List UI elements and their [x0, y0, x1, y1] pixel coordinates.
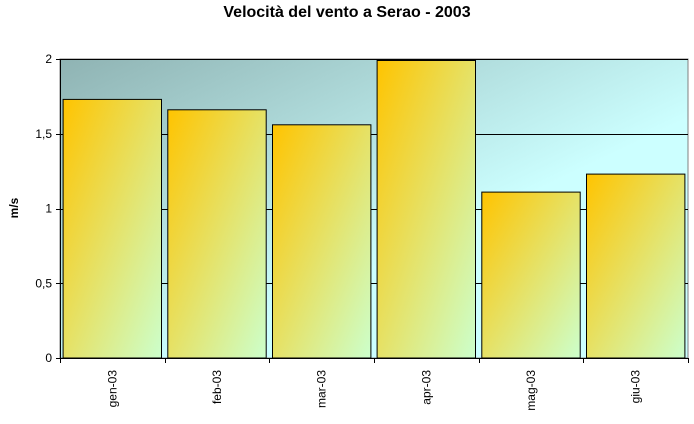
x-tick-label: apr-03: [419, 370, 433, 405]
y-tick-label: 0: [45, 351, 52, 365]
x-tick-label: mag-03: [524, 370, 538, 411]
bar: [62, 98, 162, 359]
bar: [272, 124, 372, 359]
y-tick-label: 1: [45, 202, 52, 216]
chart-title: Velocità del vento a Serao - 2003: [223, 4, 471, 21]
plot-area: [59, 58, 689, 359]
grid-lines: [60, 59, 688, 284]
bar: [167, 109, 267, 359]
x-tick-label: mar-03: [315, 370, 329, 408]
y-tick-label: 1,5: [35, 127, 52, 141]
bar: [586, 173, 686, 359]
bar: [376, 60, 477, 359]
y-tick-label: 2: [45, 52, 52, 66]
x-tick-label: giu-03: [629, 370, 643, 404]
x-tick-label: feb-03: [210, 370, 224, 404]
x-tick-label: gen-03: [105, 370, 119, 408]
y-axis-label: m/s: [7, 197, 21, 218]
x-tick-labels: gen-03 feb-03 mar-03 apr-03 mag-03 giu-03: [105, 370, 642, 411]
y-tick-labels: 0 0,5 1 1,5 2: [35, 52, 52, 365]
y-tick-label: 0,5: [35, 276, 52, 290]
axes: [56, 59, 689, 363]
bar: [481, 191, 581, 359]
